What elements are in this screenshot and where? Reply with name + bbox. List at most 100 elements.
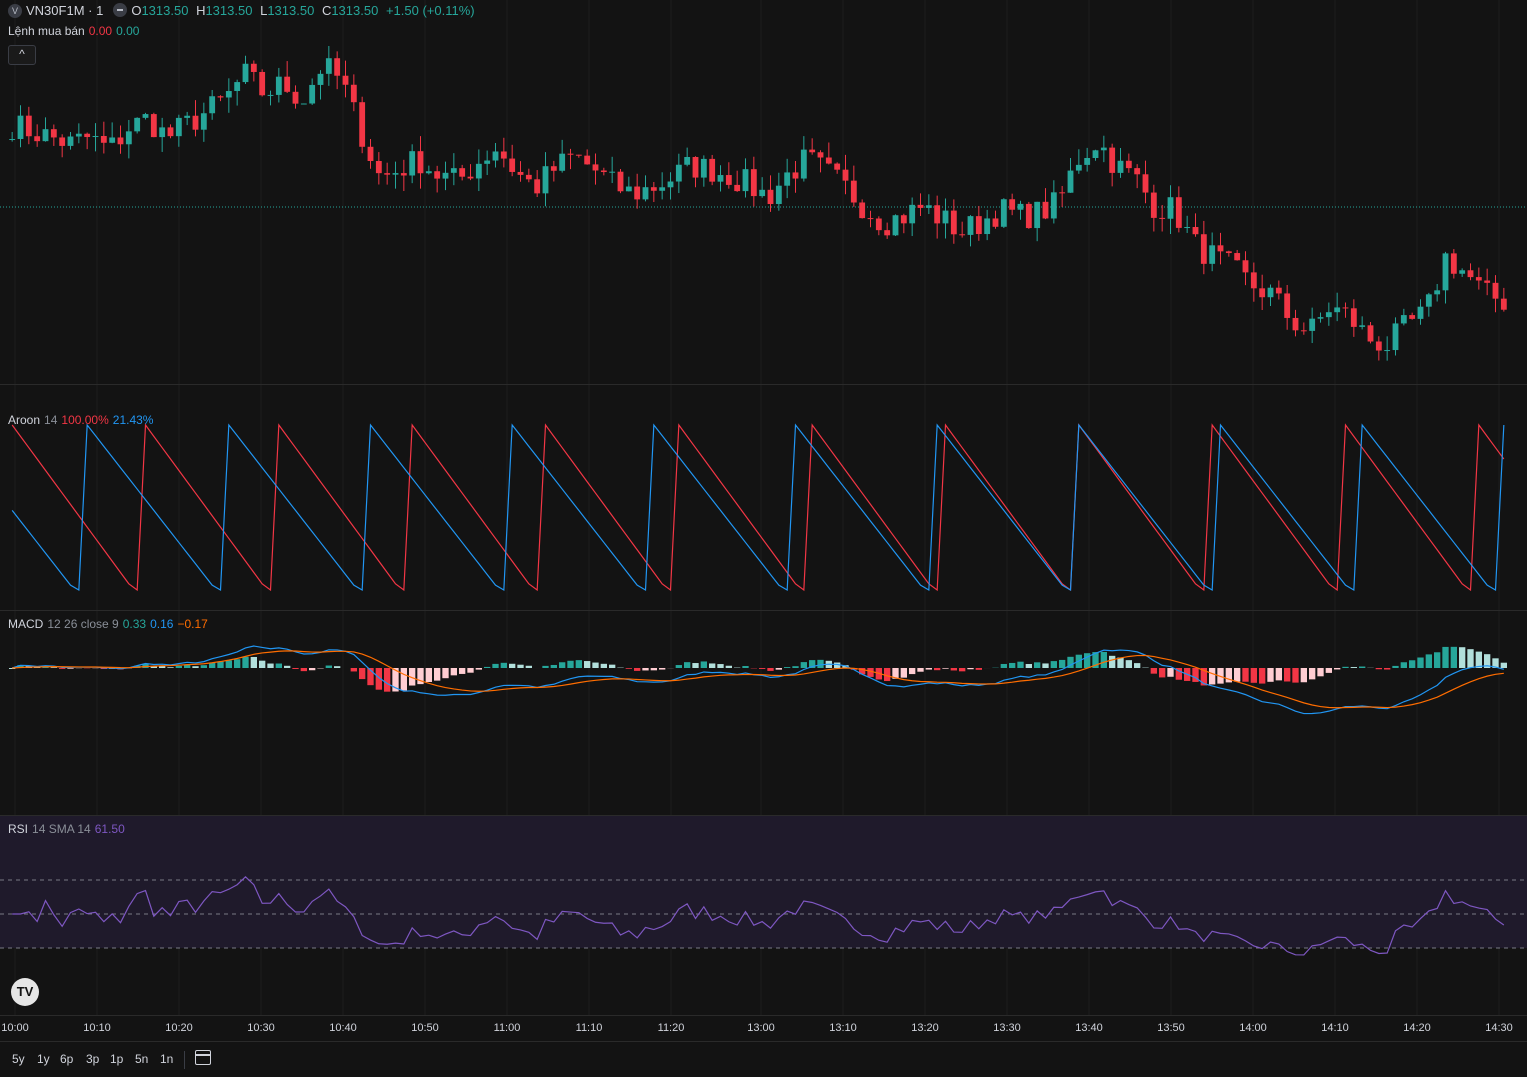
symbol-title[interactable]: VN30F1M · 1 xyxy=(26,3,103,18)
candle-body xyxy=(643,187,649,199)
macd-histogram-bar xyxy=(792,666,798,668)
time-tick: 13:30 xyxy=(993,1022,1021,1034)
close-value: 1313.50 xyxy=(331,3,378,18)
candle-body xyxy=(18,116,24,139)
aroon-down-value: 21.43% xyxy=(113,413,154,427)
candle-body xyxy=(634,187,640,200)
macd-histogram-bar xyxy=(934,668,940,670)
time-tick: 11:20 xyxy=(658,1022,685,1034)
macd-histogram-bar xyxy=(67,668,73,669)
chevron-up-icon[interactable]: ^ xyxy=(8,45,36,65)
macd-histogram-bar xyxy=(676,665,682,668)
candle-body xyxy=(684,157,690,165)
time-tick: 13:50 xyxy=(1157,1022,1185,1034)
macd-histogram-bar xyxy=(659,668,665,670)
macd-histogram-bar xyxy=(201,665,207,668)
candle-body xyxy=(168,127,174,136)
candle-body xyxy=(1134,168,1140,174)
candle-body xyxy=(1426,294,1432,306)
aroon-params: 14 xyxy=(44,413,57,427)
candle-body xyxy=(268,95,274,96)
macd-histogram-bar xyxy=(292,668,298,669)
macd-histogram-bar xyxy=(1242,668,1248,682)
macd-histogram-bar xyxy=(626,668,632,669)
rsi-value: 61.50 xyxy=(95,822,125,836)
candle-body xyxy=(1318,317,1324,319)
macd-histogram-bar xyxy=(334,666,340,668)
candle-body xyxy=(43,129,49,141)
candle-body xyxy=(1393,323,1399,350)
candle-body xyxy=(826,158,832,164)
macd-histogram-bar xyxy=(267,664,273,668)
macd-histogram-bar xyxy=(692,663,698,668)
aroon-name[interactable]: Aroon xyxy=(8,413,40,427)
range-button-3p[interactable]: 3p xyxy=(86,1052,99,1066)
time-tick: 13:00 xyxy=(747,1022,775,1034)
tradingview-logo[interactable]: TV xyxy=(11,978,39,1006)
rsi-pane[interactable]: RSI 14 SMA 14 61.50 xyxy=(0,815,1527,1016)
macd-histogram-bar xyxy=(442,668,448,678)
candle-body xyxy=(651,187,657,191)
rsi-params: 14 SMA 14 xyxy=(32,822,91,836)
calendar-icon[interactable] xyxy=(195,1050,211,1065)
candle-body xyxy=(859,202,865,218)
macd-name[interactable]: MACD xyxy=(8,617,43,631)
macd-histogram-bar xyxy=(1401,662,1407,668)
macd-histogram-bar xyxy=(584,661,590,668)
candle-body xyxy=(1434,290,1440,294)
hide-legend-icon[interactable] xyxy=(113,3,127,17)
macd-histogram-bar xyxy=(284,666,290,668)
candle-body xyxy=(551,166,557,171)
range-button-6p[interactable]: 6p xyxy=(60,1052,73,1066)
candle-body xyxy=(609,172,615,173)
macd-histogram-bar xyxy=(167,667,173,668)
candle-body xyxy=(484,161,490,164)
rsi-name[interactable]: RSI xyxy=(8,822,28,836)
time-tick: 13:40 xyxy=(1075,1022,1103,1034)
candle-body xyxy=(1101,148,1107,151)
range-button-5n[interactable]: 5n xyxy=(135,1052,148,1066)
candle-body xyxy=(1251,272,1257,288)
range-button-1n[interactable]: 1n xyxy=(160,1052,173,1066)
macd-histogram-bar xyxy=(1384,668,1390,670)
candle-body xyxy=(234,82,240,91)
macd-histogram-bar xyxy=(651,668,657,670)
candle-body xyxy=(559,154,565,171)
candle-body xyxy=(659,187,665,190)
macd-histogram-bar xyxy=(1009,663,1015,668)
macd-histogram-bar xyxy=(1292,668,1298,683)
candle-body xyxy=(309,85,315,104)
range-button-1p[interactable]: 1p xyxy=(110,1052,123,1066)
macd-histogram-bar xyxy=(542,666,548,668)
range-button-1y[interactable]: 1y xyxy=(37,1052,50,1066)
candle-body xyxy=(993,218,999,226)
range-button-5y[interactable]: 5y xyxy=(12,1052,25,1066)
candlestick-chart[interactable] xyxy=(0,0,1527,384)
candle-body xyxy=(618,172,624,192)
macd-histogram-bar xyxy=(1159,668,1165,677)
candle-body xyxy=(518,172,524,175)
candle-body xyxy=(1368,325,1374,341)
candle-body xyxy=(893,215,899,235)
candle-body xyxy=(184,116,190,118)
candle-body xyxy=(1084,158,1090,165)
macd-histogram-bar xyxy=(776,668,782,670)
candle-body xyxy=(526,175,532,179)
macd-histogram-bar xyxy=(884,668,890,681)
macd-histogram-bar xyxy=(684,662,690,668)
candle-body xyxy=(759,190,765,196)
change-value: +1.50 (+0.11%) xyxy=(386,3,475,18)
macd-histogram-bar xyxy=(759,668,765,669)
aroon-down-line xyxy=(12,425,1504,590)
aroon-chart xyxy=(0,385,1527,611)
time-tick: 11:00 xyxy=(494,1022,521,1034)
candle-body xyxy=(1243,260,1249,272)
macd-histogram-bar xyxy=(1376,668,1382,669)
candle-body xyxy=(1051,192,1057,218)
